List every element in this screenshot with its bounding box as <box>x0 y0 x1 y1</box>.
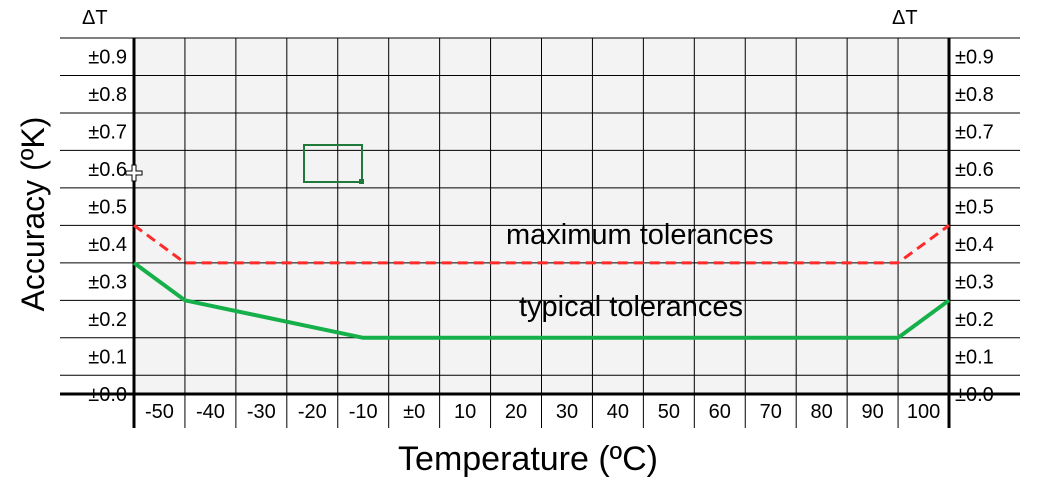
y-tick-label-right: ±0.2 <box>955 309 994 331</box>
x-tick-label: 10 <box>454 401 476 423</box>
y-tick-label-left: ±0.1 <box>88 347 127 369</box>
y-tick-label-left: ±0.9 <box>88 47 127 69</box>
y-tick-label-right: ±0.6 <box>955 159 994 181</box>
x-tick-label: -10 <box>349 401 378 423</box>
axes <box>60 38 1020 428</box>
x-tick-label: 20 <box>505 401 527 423</box>
y-axis-label: Accuracy (ºK) <box>15 117 51 312</box>
x-tick-label: 40 <box>607 401 629 423</box>
y-tick-label-left: ±0.2 <box>88 309 127 331</box>
x-tick-label: 100 <box>907 401 940 423</box>
x-tick-label: ±0 <box>403 401 425 423</box>
x-tick-label: 30 <box>556 401 578 423</box>
series-label-typical-tolerances: typical tolerances <box>519 291 743 323</box>
y-tick-label-right: ±0.1 <box>955 347 994 369</box>
x-tick-label: -40 <box>196 401 225 423</box>
x-tick-label: 50 <box>658 401 680 423</box>
series-line-maximum-tolerances <box>133 224 950 265</box>
series-label-maximum-tolerances: maximum tolerances <box>506 219 774 251</box>
y-tick-label-left: ±0.6 <box>88 159 127 181</box>
move-cursor-icon <box>125 164 143 182</box>
x-tick-label: 70 <box>760 401 782 423</box>
y-tick-label-right: ±0.8 <box>955 84 994 106</box>
y-tick-label-left: ±0.7 <box>88 122 127 144</box>
delta-t-label-right: ΔT <box>892 7 918 29</box>
x-tick-labels: -50 -40 -30 -20 -10 ±0 10 20 30 40 50 60 70 80 90 100 <box>145 401 940 423</box>
y-tick-label-right: ±0.9 <box>955 47 994 69</box>
cell-selection-box[interactable] <box>303 144 363 183</box>
y-tick-label-right: ±0.4 <box>955 234 994 256</box>
y-tick-label-right: ±0.3 <box>955 272 994 294</box>
y-tick-label-left: ±0.3 <box>88 272 127 294</box>
y-tick-label-right: ±0.5 <box>955 197 994 219</box>
y-tick-label-left: ±0.5 <box>88 197 127 219</box>
series-lines <box>132 224 951 340</box>
delta-t-label-left: ΔT <box>82 7 108 29</box>
y-tick-label-left: ±0.8 <box>88 84 127 106</box>
x-tick-label: 60 <box>709 401 731 423</box>
cell-selection-handle[interactable] <box>359 179 364 184</box>
x-tick-label: -50 <box>145 401 174 423</box>
x-tick-label: 80 <box>811 401 833 423</box>
x-tick-label: -30 <box>247 401 276 423</box>
y-tick-label-left: ±0.4 <box>88 234 127 256</box>
x-tick-label: 90 <box>861 401 883 423</box>
series-line-typical-tolerances <box>132 261 951 340</box>
y-tick-labels-left: ±0.0 ±0.1 ±0.2 ±0.3 ±0.4 ±0.5 ±0.6 ±0.7 ±0.8 ±0.9 <box>88 47 127 406</box>
y-tick-label-right: ±0.0 <box>955 384 994 406</box>
y-tick-labels-right: ±0.0 ±0.1 ±0.2 ±0.3 ±0.4 ±0.5 ±0.6 ±0.7 ±0.8 ±0.9 <box>955 47 994 406</box>
y-tick-label-left: ±0.0 <box>88 384 127 406</box>
x-axis-label: Temperature (ºC) <box>398 440 658 478</box>
y-tick-label-right: ±0.7 <box>955 122 994 144</box>
x-tick-label: -20 <box>298 401 327 423</box>
